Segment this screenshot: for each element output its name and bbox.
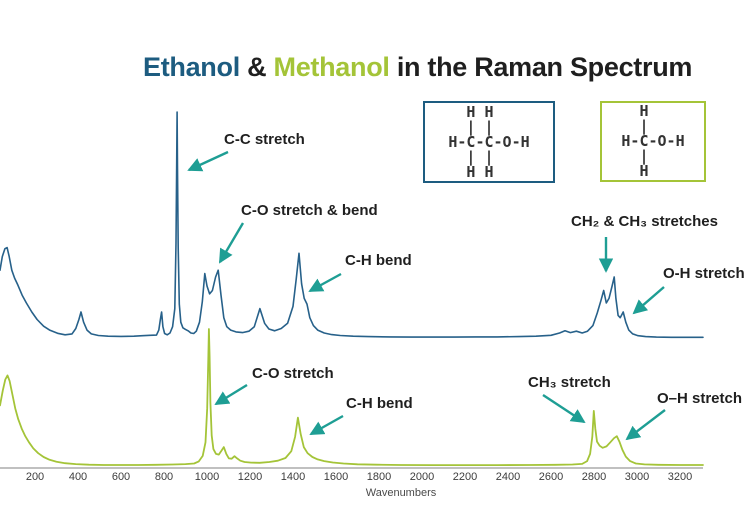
x-tick-1800: 1800 xyxy=(366,471,392,483)
x-tick-2600: 2600 xyxy=(538,471,564,483)
x-tick-2400: 2400 xyxy=(495,471,521,483)
oh-stretch-methanol-arrow xyxy=(625,409,666,441)
x-tick-1000: 1000 xyxy=(194,471,220,483)
x-tick-400: 400 xyxy=(68,471,88,483)
x-tick-600: 600 xyxy=(111,471,131,483)
ethanol-structure: H H | | H-C-C-O-H | | H H xyxy=(448,102,530,181)
x-tick-2000: 2000 xyxy=(409,471,435,483)
ch-bend-methanol-arrow xyxy=(309,414,344,436)
ethanol-structure-box: H H | | H-C-C-O-H | | H H xyxy=(423,101,555,183)
annotation-arrows xyxy=(187,150,666,441)
co-stretch-methanol-label: C-O stretch xyxy=(252,365,334,382)
spectrum-line-methanol xyxy=(0,328,704,467)
x-tick-1600: 1600 xyxy=(323,471,349,483)
title-ampersand: & xyxy=(239,52,274,82)
cc-stretch-arrow xyxy=(187,150,229,172)
x-tick-800: 800 xyxy=(154,471,174,483)
co-stretch-bend-label: C-O stretch & bend xyxy=(241,202,378,219)
methanol-structure-box: H | H-C-O-H | H xyxy=(600,101,706,182)
x-axis-label: Wavenumbers xyxy=(365,487,437,499)
ch-bend-ethanol-label: C-H bend xyxy=(345,252,412,269)
co-stretch-bend-arrow xyxy=(218,222,245,264)
ch2-ch3-stretches-label: CH₂ & CH₃ stretches xyxy=(571,213,718,230)
title-ethanol: Ethanol xyxy=(143,52,240,82)
x-tick-3200: 3200 xyxy=(667,471,693,483)
oh-stretch-ethanol-arrow xyxy=(632,286,665,315)
oh-stretch-methanol-label: O–H stretch xyxy=(657,390,743,407)
methanol-structure: H | H-C-O-H | H xyxy=(621,102,685,180)
x-tick-1200: 1200 xyxy=(237,471,263,483)
title-rest: in the Raman Spectrum xyxy=(389,52,693,82)
title-methanol: Methanol xyxy=(273,52,390,82)
x-tick-200: 200 xyxy=(25,471,45,483)
page-title: Ethanol & Methanol in the Raman Spectrum xyxy=(143,52,692,83)
co-stretch-methanol-arrow xyxy=(214,383,248,406)
x-tick-1400: 1400 xyxy=(280,471,306,483)
spectrum-line-ethanol xyxy=(0,111,704,339)
spectra-lines xyxy=(0,111,704,467)
ch3-stretch-arrow xyxy=(542,393,586,424)
ch-bend-ethanol-arrow xyxy=(308,272,342,293)
ch-bend-methanol-label: C-H bend xyxy=(346,395,413,412)
oh-stretch-ethanol-label: O-H stretch xyxy=(663,265,745,282)
ch3-stretch-label: CH₃ stretch xyxy=(528,374,611,391)
x-tick-2200: 2200 xyxy=(452,471,478,483)
x-tick-2800: 2800 xyxy=(581,471,607,483)
x-tick-3000: 3000 xyxy=(624,471,650,483)
cc-stretch-label: C-C stretch xyxy=(224,131,305,148)
